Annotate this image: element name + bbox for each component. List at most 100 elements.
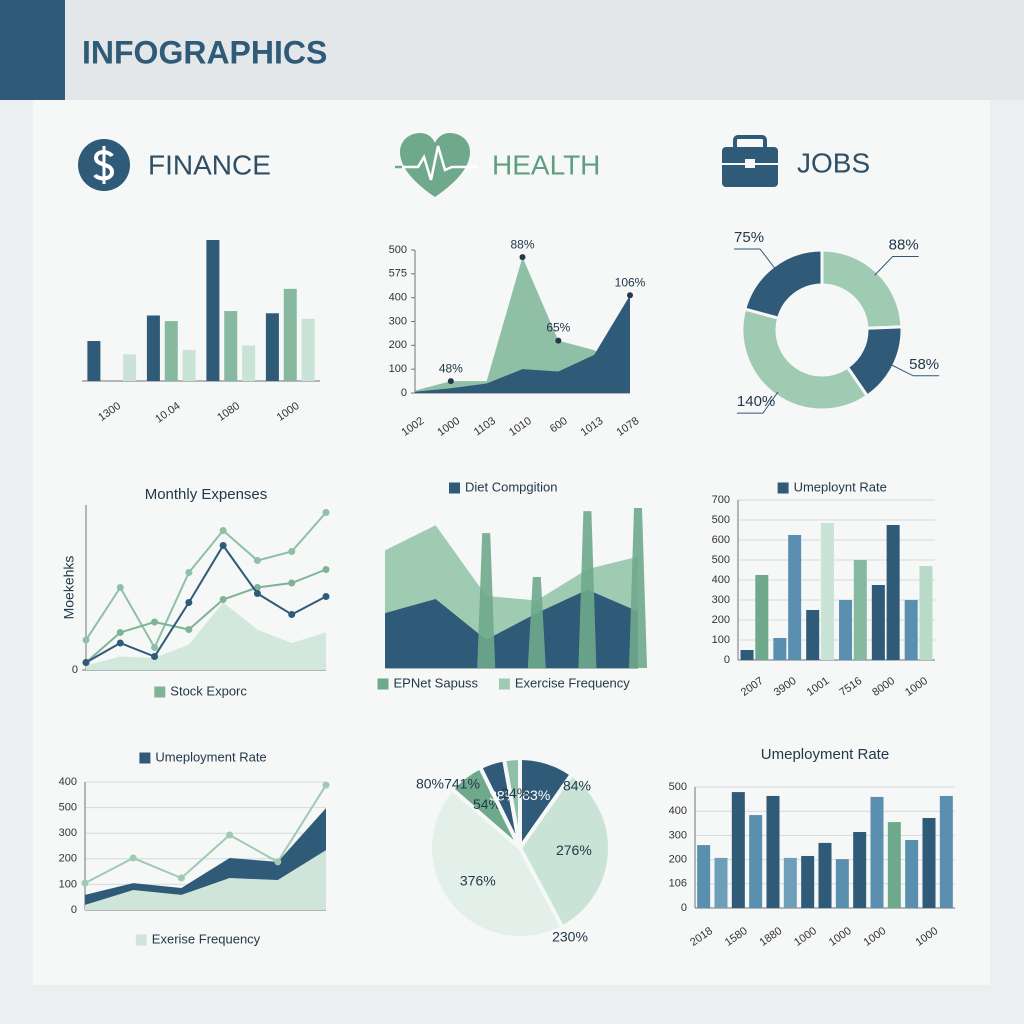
bar xyxy=(224,311,238,381)
y-tick-label: 100 xyxy=(59,878,77,890)
bar xyxy=(853,832,867,908)
bar xyxy=(939,795,953,908)
y-tick-label: 500 xyxy=(712,554,730,566)
line xyxy=(85,568,327,664)
point xyxy=(253,557,261,564)
point xyxy=(322,593,330,600)
point xyxy=(151,618,159,626)
point xyxy=(116,639,124,647)
bar xyxy=(206,240,220,381)
point xyxy=(185,569,193,576)
header-accent xyxy=(0,0,65,100)
legend-swatch xyxy=(377,678,389,690)
jobs-icon xyxy=(722,135,778,187)
point xyxy=(274,858,282,866)
slice-label: 54% xyxy=(473,796,501,812)
legend-label: Exerise Frequency xyxy=(152,931,261,946)
leader-line xyxy=(889,363,940,377)
y-tick-label: 106 xyxy=(669,878,687,890)
spike xyxy=(477,533,496,668)
legend-label: Stock Exporc xyxy=(170,683,247,698)
legend-label: Umeploynt Rate xyxy=(794,479,887,494)
bar xyxy=(123,354,137,381)
y-tick-label: 500 xyxy=(669,781,687,793)
y-tick-label: 500 xyxy=(389,244,407,256)
slice-label: 376% xyxy=(460,872,496,888)
bar xyxy=(146,315,160,381)
point xyxy=(322,566,330,573)
area xyxy=(385,589,638,668)
point xyxy=(253,590,261,597)
bar xyxy=(301,318,315,381)
section-title: FINANCE xyxy=(148,149,271,180)
area xyxy=(415,295,630,393)
legend-label: Exercise Frequency xyxy=(515,675,630,690)
bar xyxy=(242,345,256,381)
bar xyxy=(870,796,884,908)
bar xyxy=(265,313,279,381)
bar xyxy=(919,566,933,660)
area xyxy=(85,850,326,910)
annotation-dot xyxy=(519,254,526,261)
y-tick-label: 400 xyxy=(389,292,407,304)
legend-label: Umeployment Rate xyxy=(155,749,266,764)
spike xyxy=(527,577,546,668)
y-tick-label: 200 xyxy=(59,853,77,865)
annotation-label: 230% xyxy=(552,929,588,945)
bar xyxy=(283,288,297,381)
slice-label: 58% xyxy=(909,356,939,373)
y-tick-label: 200 xyxy=(712,614,730,626)
y-tick-label: 0 xyxy=(71,904,77,916)
y-tick-label: 400 xyxy=(712,574,730,586)
point xyxy=(82,636,90,644)
bar xyxy=(714,857,728,908)
bar xyxy=(740,650,754,660)
annotation-dot xyxy=(447,378,454,385)
annotation-label: 84% xyxy=(563,778,591,794)
leader-line xyxy=(736,391,779,414)
point xyxy=(322,509,330,516)
y-tick-label: 300 xyxy=(389,315,407,327)
y-tick-label: 0 xyxy=(401,387,407,399)
point xyxy=(185,626,193,633)
y-tick-label: 0 xyxy=(724,654,730,666)
legend-swatch xyxy=(139,752,151,764)
page-title: INFOGRAPHICS xyxy=(82,34,327,70)
leader-line xyxy=(734,248,777,270)
legend-swatch xyxy=(135,934,147,946)
area xyxy=(86,602,326,670)
area xyxy=(415,257,630,393)
annotation-dot xyxy=(555,337,562,344)
bar xyxy=(164,321,178,381)
bar xyxy=(871,585,885,660)
y-axis-label: Moekehks xyxy=(61,556,77,620)
point xyxy=(185,599,193,606)
bar xyxy=(697,845,711,908)
bar xyxy=(886,525,900,660)
annotation-label: 80% xyxy=(416,776,444,792)
legend-swatch xyxy=(154,686,166,698)
point xyxy=(151,653,159,660)
y-tick-label: 100 xyxy=(389,363,407,375)
chart-title: Umeployment Rate xyxy=(761,746,889,763)
chart-title: Monthly Expenses xyxy=(145,486,268,503)
annotation-dot xyxy=(627,292,633,299)
y-tick-label: 300 xyxy=(712,594,730,606)
spike xyxy=(578,511,597,668)
y-tick-label: 700 xyxy=(712,494,730,506)
bar xyxy=(766,795,780,908)
bar xyxy=(773,638,787,660)
point xyxy=(288,579,296,587)
bar xyxy=(905,839,919,908)
slice xyxy=(742,248,824,321)
annotation-label: 88% xyxy=(510,237,534,251)
point xyxy=(288,611,296,618)
y-tick-label: 300 xyxy=(669,829,687,841)
slice xyxy=(501,755,522,849)
point xyxy=(151,644,159,651)
bar xyxy=(87,341,101,381)
y-tick-label: 200 xyxy=(389,339,407,351)
bar xyxy=(731,792,745,908)
annotation-label: 741% xyxy=(444,776,480,792)
